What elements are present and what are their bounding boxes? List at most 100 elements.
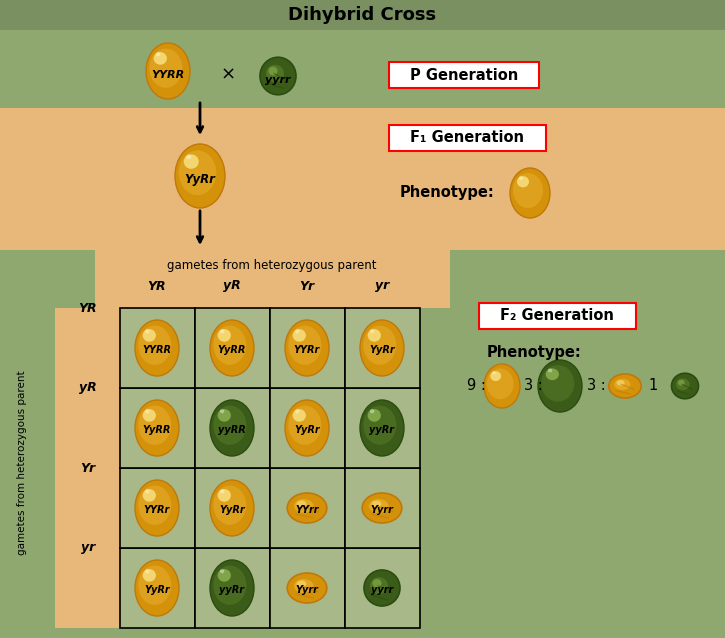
Ellipse shape xyxy=(213,406,246,445)
Ellipse shape xyxy=(146,43,190,99)
Ellipse shape xyxy=(287,573,327,603)
Ellipse shape xyxy=(210,320,254,376)
Bar xyxy=(120,388,195,468)
Ellipse shape xyxy=(548,369,552,373)
Ellipse shape xyxy=(368,329,381,342)
Ellipse shape xyxy=(210,560,254,616)
Ellipse shape xyxy=(370,577,388,594)
Text: Yr: Yr xyxy=(299,279,315,292)
Text: yr: yr xyxy=(81,542,95,554)
Ellipse shape xyxy=(220,569,224,574)
Text: YyRr: YyRr xyxy=(219,505,245,515)
Text: gametes from heterozygous parent: gametes from heterozygous parent xyxy=(17,371,27,555)
Ellipse shape xyxy=(143,409,156,422)
Ellipse shape xyxy=(546,369,559,380)
Ellipse shape xyxy=(368,409,381,422)
Ellipse shape xyxy=(186,154,191,160)
Ellipse shape xyxy=(143,489,156,501)
Ellipse shape xyxy=(609,374,641,398)
Ellipse shape xyxy=(149,48,182,88)
Text: Yyrr: Yyrr xyxy=(296,585,318,595)
Ellipse shape xyxy=(484,364,520,408)
Text: Phenotype:: Phenotype: xyxy=(400,186,494,200)
Text: yyrr: yyrr xyxy=(371,585,393,595)
Ellipse shape xyxy=(154,52,167,64)
Ellipse shape xyxy=(295,329,299,333)
Text: YyRr: YyRr xyxy=(369,345,395,355)
Ellipse shape xyxy=(135,560,179,616)
Ellipse shape xyxy=(285,320,329,376)
Bar xyxy=(345,388,420,468)
Ellipse shape xyxy=(143,569,156,582)
Text: Phenotype:: Phenotype: xyxy=(487,346,581,360)
Ellipse shape xyxy=(517,176,529,188)
Text: YyRr: YyRr xyxy=(144,585,170,595)
Ellipse shape xyxy=(294,499,314,513)
Ellipse shape xyxy=(213,486,246,525)
Ellipse shape xyxy=(614,379,631,390)
Bar xyxy=(95,250,450,308)
FancyBboxPatch shape xyxy=(389,125,546,151)
Ellipse shape xyxy=(289,325,321,365)
Bar xyxy=(0,250,725,638)
Ellipse shape xyxy=(363,325,397,365)
Bar xyxy=(0,108,725,250)
Ellipse shape xyxy=(220,409,224,413)
Text: 3 :: 3 : xyxy=(587,378,606,394)
Ellipse shape xyxy=(220,329,224,333)
Text: yr: yr xyxy=(375,279,389,292)
Ellipse shape xyxy=(145,409,149,413)
Ellipse shape xyxy=(370,409,374,413)
Bar xyxy=(345,548,420,628)
Ellipse shape xyxy=(363,406,397,445)
Ellipse shape xyxy=(370,329,374,333)
Bar xyxy=(120,468,195,548)
Bar xyxy=(270,308,345,388)
Ellipse shape xyxy=(135,480,179,536)
Ellipse shape xyxy=(369,499,389,513)
Ellipse shape xyxy=(135,400,179,456)
Bar xyxy=(195,548,270,628)
Ellipse shape xyxy=(220,489,224,493)
Bar xyxy=(0,0,725,30)
Text: YYrr: YYrr xyxy=(295,505,319,515)
Text: F₂ Generation: F₂ Generation xyxy=(500,309,614,323)
Bar xyxy=(195,308,270,388)
Ellipse shape xyxy=(138,566,171,605)
Text: yR: yR xyxy=(223,279,241,292)
Ellipse shape xyxy=(145,569,149,574)
Ellipse shape xyxy=(486,368,514,399)
Bar xyxy=(345,308,420,388)
Ellipse shape xyxy=(360,320,404,376)
Ellipse shape xyxy=(294,579,314,593)
Ellipse shape xyxy=(371,500,381,507)
Ellipse shape xyxy=(490,371,501,381)
Ellipse shape xyxy=(373,579,381,588)
Ellipse shape xyxy=(268,66,278,75)
Ellipse shape xyxy=(513,173,543,208)
Text: YR: YR xyxy=(148,279,166,292)
Bar xyxy=(120,548,195,628)
Bar xyxy=(195,468,270,548)
Ellipse shape xyxy=(218,489,231,501)
Ellipse shape xyxy=(218,329,231,342)
Bar xyxy=(270,548,345,628)
Text: YyRR: YyRR xyxy=(218,345,247,355)
Ellipse shape xyxy=(135,320,179,376)
Text: yyRr: yyRr xyxy=(220,585,244,595)
Ellipse shape xyxy=(542,365,574,401)
Ellipse shape xyxy=(266,64,284,82)
Ellipse shape xyxy=(362,493,402,523)
Ellipse shape xyxy=(289,406,321,445)
Text: YYRR: YYRR xyxy=(152,70,185,80)
Ellipse shape xyxy=(676,378,689,390)
Bar xyxy=(270,468,345,548)
Ellipse shape xyxy=(616,380,624,385)
Ellipse shape xyxy=(285,400,329,456)
Text: 1: 1 xyxy=(648,378,658,394)
Bar xyxy=(345,468,420,548)
Ellipse shape xyxy=(218,409,231,422)
Bar xyxy=(0,30,725,108)
Text: YyRR: YyRR xyxy=(143,425,171,435)
Text: YR: YR xyxy=(79,302,97,315)
